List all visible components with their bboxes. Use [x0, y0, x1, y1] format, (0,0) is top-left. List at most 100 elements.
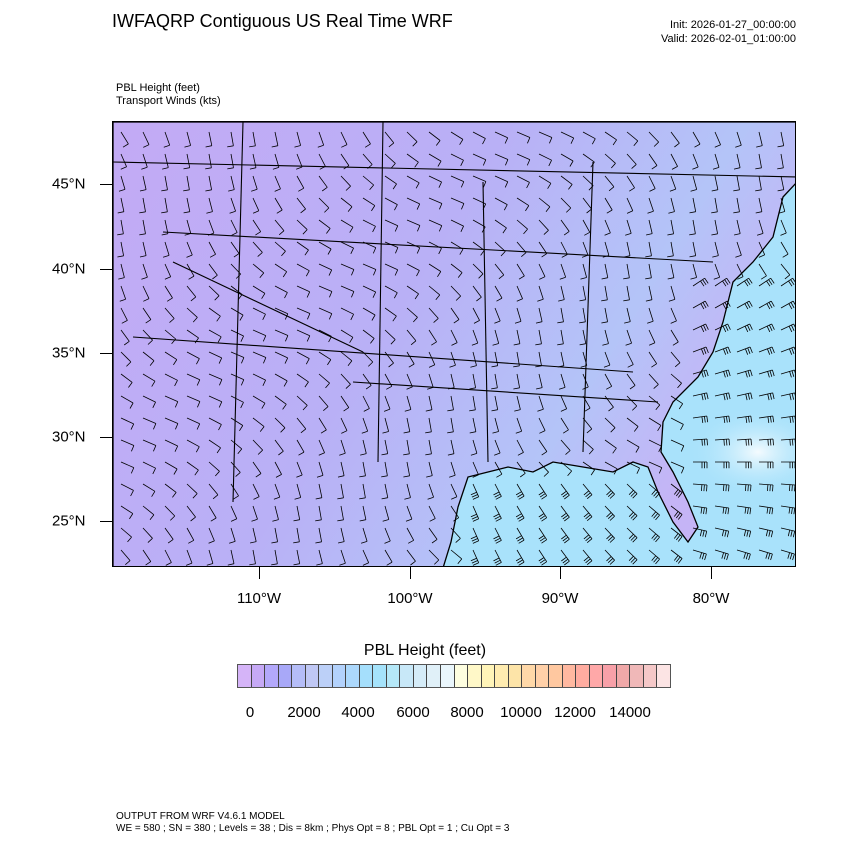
- wind-barb: [120, 351, 132, 367]
- colorbar-box: [332, 665, 347, 687]
- wind-barb: [559, 263, 567, 280]
- wind-barb: [296, 439, 305, 456]
- wind-barb: [471, 329, 479, 346]
- wind-barb: [714, 438, 730, 446]
- wind-barb: [450, 505, 460, 522]
- wind-barb: [230, 461, 241, 477]
- wind-barb: [670, 417, 684, 431]
- valid-time: Valid: 2026-02-01_01:00:00: [661, 33, 796, 45]
- wind-barb: [514, 395, 521, 412]
- wind-barb: [759, 461, 774, 469]
- wind-barbs: [117, 131, 795, 566]
- wind-barb: [318, 395, 329, 412]
- wind-barb: [711, 197, 718, 214]
- wind-barb: [493, 527, 502, 544]
- wind-barb: [318, 197, 330, 213]
- wind-barb: [227, 153, 234, 170]
- wind-barb: [758, 323, 775, 333]
- wind-barb: [537, 395, 544, 412]
- wind-barb: [142, 351, 155, 366]
- wind-barb: [626, 483, 638, 499]
- wind-barb: [579, 329, 587, 346]
- wind-barb: [403, 417, 411, 434]
- wind-barb: [359, 461, 366, 478]
- colorbar-box: [576, 665, 590, 687]
- colorbar-box: [265, 665, 279, 687]
- wind-barb: [296, 241, 309, 256]
- wind-barb: [560, 439, 571, 455]
- wind-barb: [472, 307, 480, 324]
- wind-barb: [535, 351, 542, 368]
- lat-label-35: 35°N: [52, 344, 86, 362]
- wind-barb: [183, 197, 191, 214]
- wind-barb: [734, 219, 741, 236]
- wind-barb: [142, 417, 157, 430]
- wind-barb: [120, 153, 127, 170]
- wind-barb: [274, 329, 289, 342]
- wind-barb: [318, 373, 330, 389]
- wind-barb: [560, 527, 570, 544]
- wind-barb: [183, 153, 191, 170]
- wind-barb: [142, 395, 156, 408]
- lat-tick: [100, 269, 112, 270]
- wind-barb: [164, 461, 178, 475]
- wind-barb: [582, 417, 593, 434]
- wind-barb: [472, 219, 486, 233]
- field-label: PBL Height (feet): [116, 82, 200, 94]
- wind-barb: [120, 527, 132, 543]
- wind-barb: [384, 219, 399, 232]
- wind-barb: [448, 373, 455, 390]
- wind-barb: [780, 323, 795, 333]
- wind-barb: [538, 505, 548, 522]
- wind-barb: [230, 285, 243, 300]
- wind-barb: [428, 131, 441, 146]
- wind-barb: [142, 483, 156, 497]
- wind-barb: [447, 417, 454, 434]
- wind-barb: [733, 153, 741, 170]
- wind-barb: [625, 329, 632, 346]
- wind-barb: [712, 153, 720, 170]
- wind-barb: [360, 439, 367, 456]
- colorbar-box: [643, 665, 658, 687]
- wind-barb: [119, 285, 127, 302]
- wind-barb: [516, 153, 531, 166]
- wind-barb: [733, 197, 740, 214]
- wind-barb: [120, 439, 135, 452]
- wind-barb: [736, 300, 753, 310]
- wind-barb: [626, 461, 640, 474]
- wind-barb: [142, 549, 152, 566]
- wind-barb: [428, 351, 436, 368]
- wind-barb: [535, 307, 543, 324]
- wind-barb: [450, 549, 463, 565]
- wind-barb: [472, 461, 479, 478]
- wind-barb: [318, 263, 333, 276]
- wind-barb: [406, 219, 421, 232]
- wind-barb: [296, 329, 311, 342]
- wind-barb: [274, 307, 289, 320]
- wind-barb: [230, 329, 244, 342]
- wind-barb: [252, 483, 260, 500]
- wind-barb: [274, 373, 288, 387]
- wind-barb: [538, 461, 549, 477]
- wind-barb: [670, 549, 683, 564]
- wind-barb: [470, 505, 480, 522]
- wind-barb: [205, 153, 212, 170]
- wind-barb: [208, 307, 221, 322]
- wind-barb: [645, 285, 653, 302]
- wind-barb: [780, 527, 795, 538]
- wind-barb: [186, 395, 201, 408]
- wind-barb: [582, 219, 591, 236]
- lon-tick: [259, 567, 260, 579]
- wind-barb: [406, 285, 419, 300]
- wind-barb: [580, 263, 587, 280]
- wind-barb: [626, 351, 634, 368]
- wind-barb: [406, 153, 419, 168]
- wind-barb: [384, 131, 395, 148]
- wind-barb: [558, 285, 565, 302]
- colorbar-box: [522, 665, 536, 687]
- wind-barb: [382, 417, 389, 434]
- wind-barb: [296, 417, 307, 434]
- state-border-line: [582, 161, 594, 453]
- colorbar-box: [603, 665, 617, 687]
- wind-barb: [186, 461, 199, 476]
